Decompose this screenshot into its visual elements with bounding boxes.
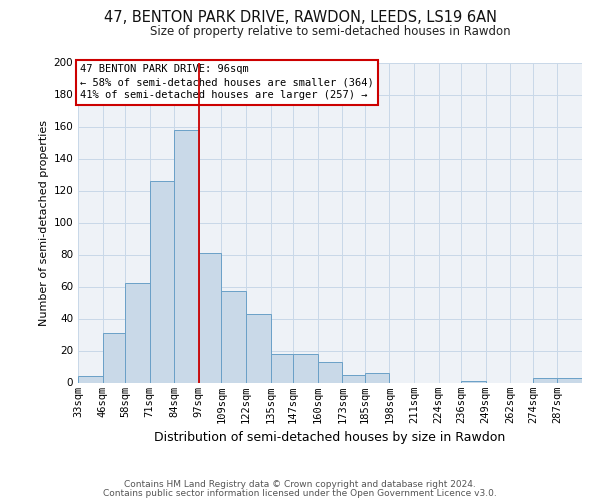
Bar (150, 181, 174, 382)
Bar (199, 253, 221, 382)
Bar (318, 362, 342, 382)
Text: Contains public sector information licensed under the Open Government Licence v3: Contains public sector information licen… (103, 488, 497, 498)
Y-axis label: Number of semi-detached properties: Number of semi-detached properties (39, 120, 49, 326)
Bar (174, 130, 199, 382)
Bar (221, 292, 246, 382)
Text: Contains HM Land Registry data © Crown copyright and database right 2024.: Contains HM Land Registry data © Crown c… (124, 480, 476, 489)
Bar (293, 354, 318, 382)
Bar (246, 314, 271, 382)
Title: Size of property relative to semi-detached houses in Rawdon: Size of property relative to semi-detach… (149, 24, 511, 38)
Bar (365, 373, 389, 382)
Bar (533, 378, 557, 382)
Text: 47, BENTON PARK DRIVE, RAWDON, LEEDS, LS19 6AN: 47, BENTON PARK DRIVE, RAWDON, LEEDS, LS… (104, 10, 497, 25)
Text: 47 BENTON PARK DRIVE: 96sqm
← 58% of semi-detached houses are smaller (364)
41% : 47 BENTON PARK DRIVE: 96sqm ← 58% of sem… (80, 64, 374, 100)
Bar (103, 333, 125, 382)
Bar (125, 284, 150, 382)
Bar (78, 376, 103, 382)
Bar (271, 354, 293, 382)
Bar (557, 378, 582, 382)
X-axis label: Distribution of semi-detached houses by size in Rawdon: Distribution of semi-detached houses by … (154, 431, 506, 444)
Bar (461, 381, 486, 382)
Bar (342, 374, 365, 382)
